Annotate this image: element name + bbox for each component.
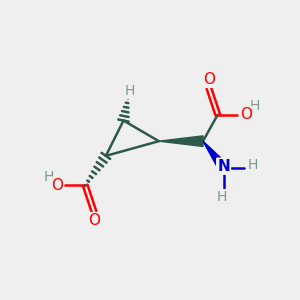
Text: H: H bbox=[248, 158, 258, 172]
Text: H: H bbox=[217, 190, 227, 204]
Text: N: N bbox=[217, 159, 230, 174]
Text: O: O bbox=[203, 72, 215, 87]
Text: O: O bbox=[88, 213, 100, 228]
Polygon shape bbox=[203, 141, 228, 171]
Text: H: H bbox=[124, 84, 135, 98]
Polygon shape bbox=[159, 136, 203, 146]
Text: H: H bbox=[249, 99, 260, 113]
Text: O: O bbox=[240, 107, 252, 122]
Text: O: O bbox=[51, 178, 63, 193]
Text: H: H bbox=[43, 170, 54, 184]
